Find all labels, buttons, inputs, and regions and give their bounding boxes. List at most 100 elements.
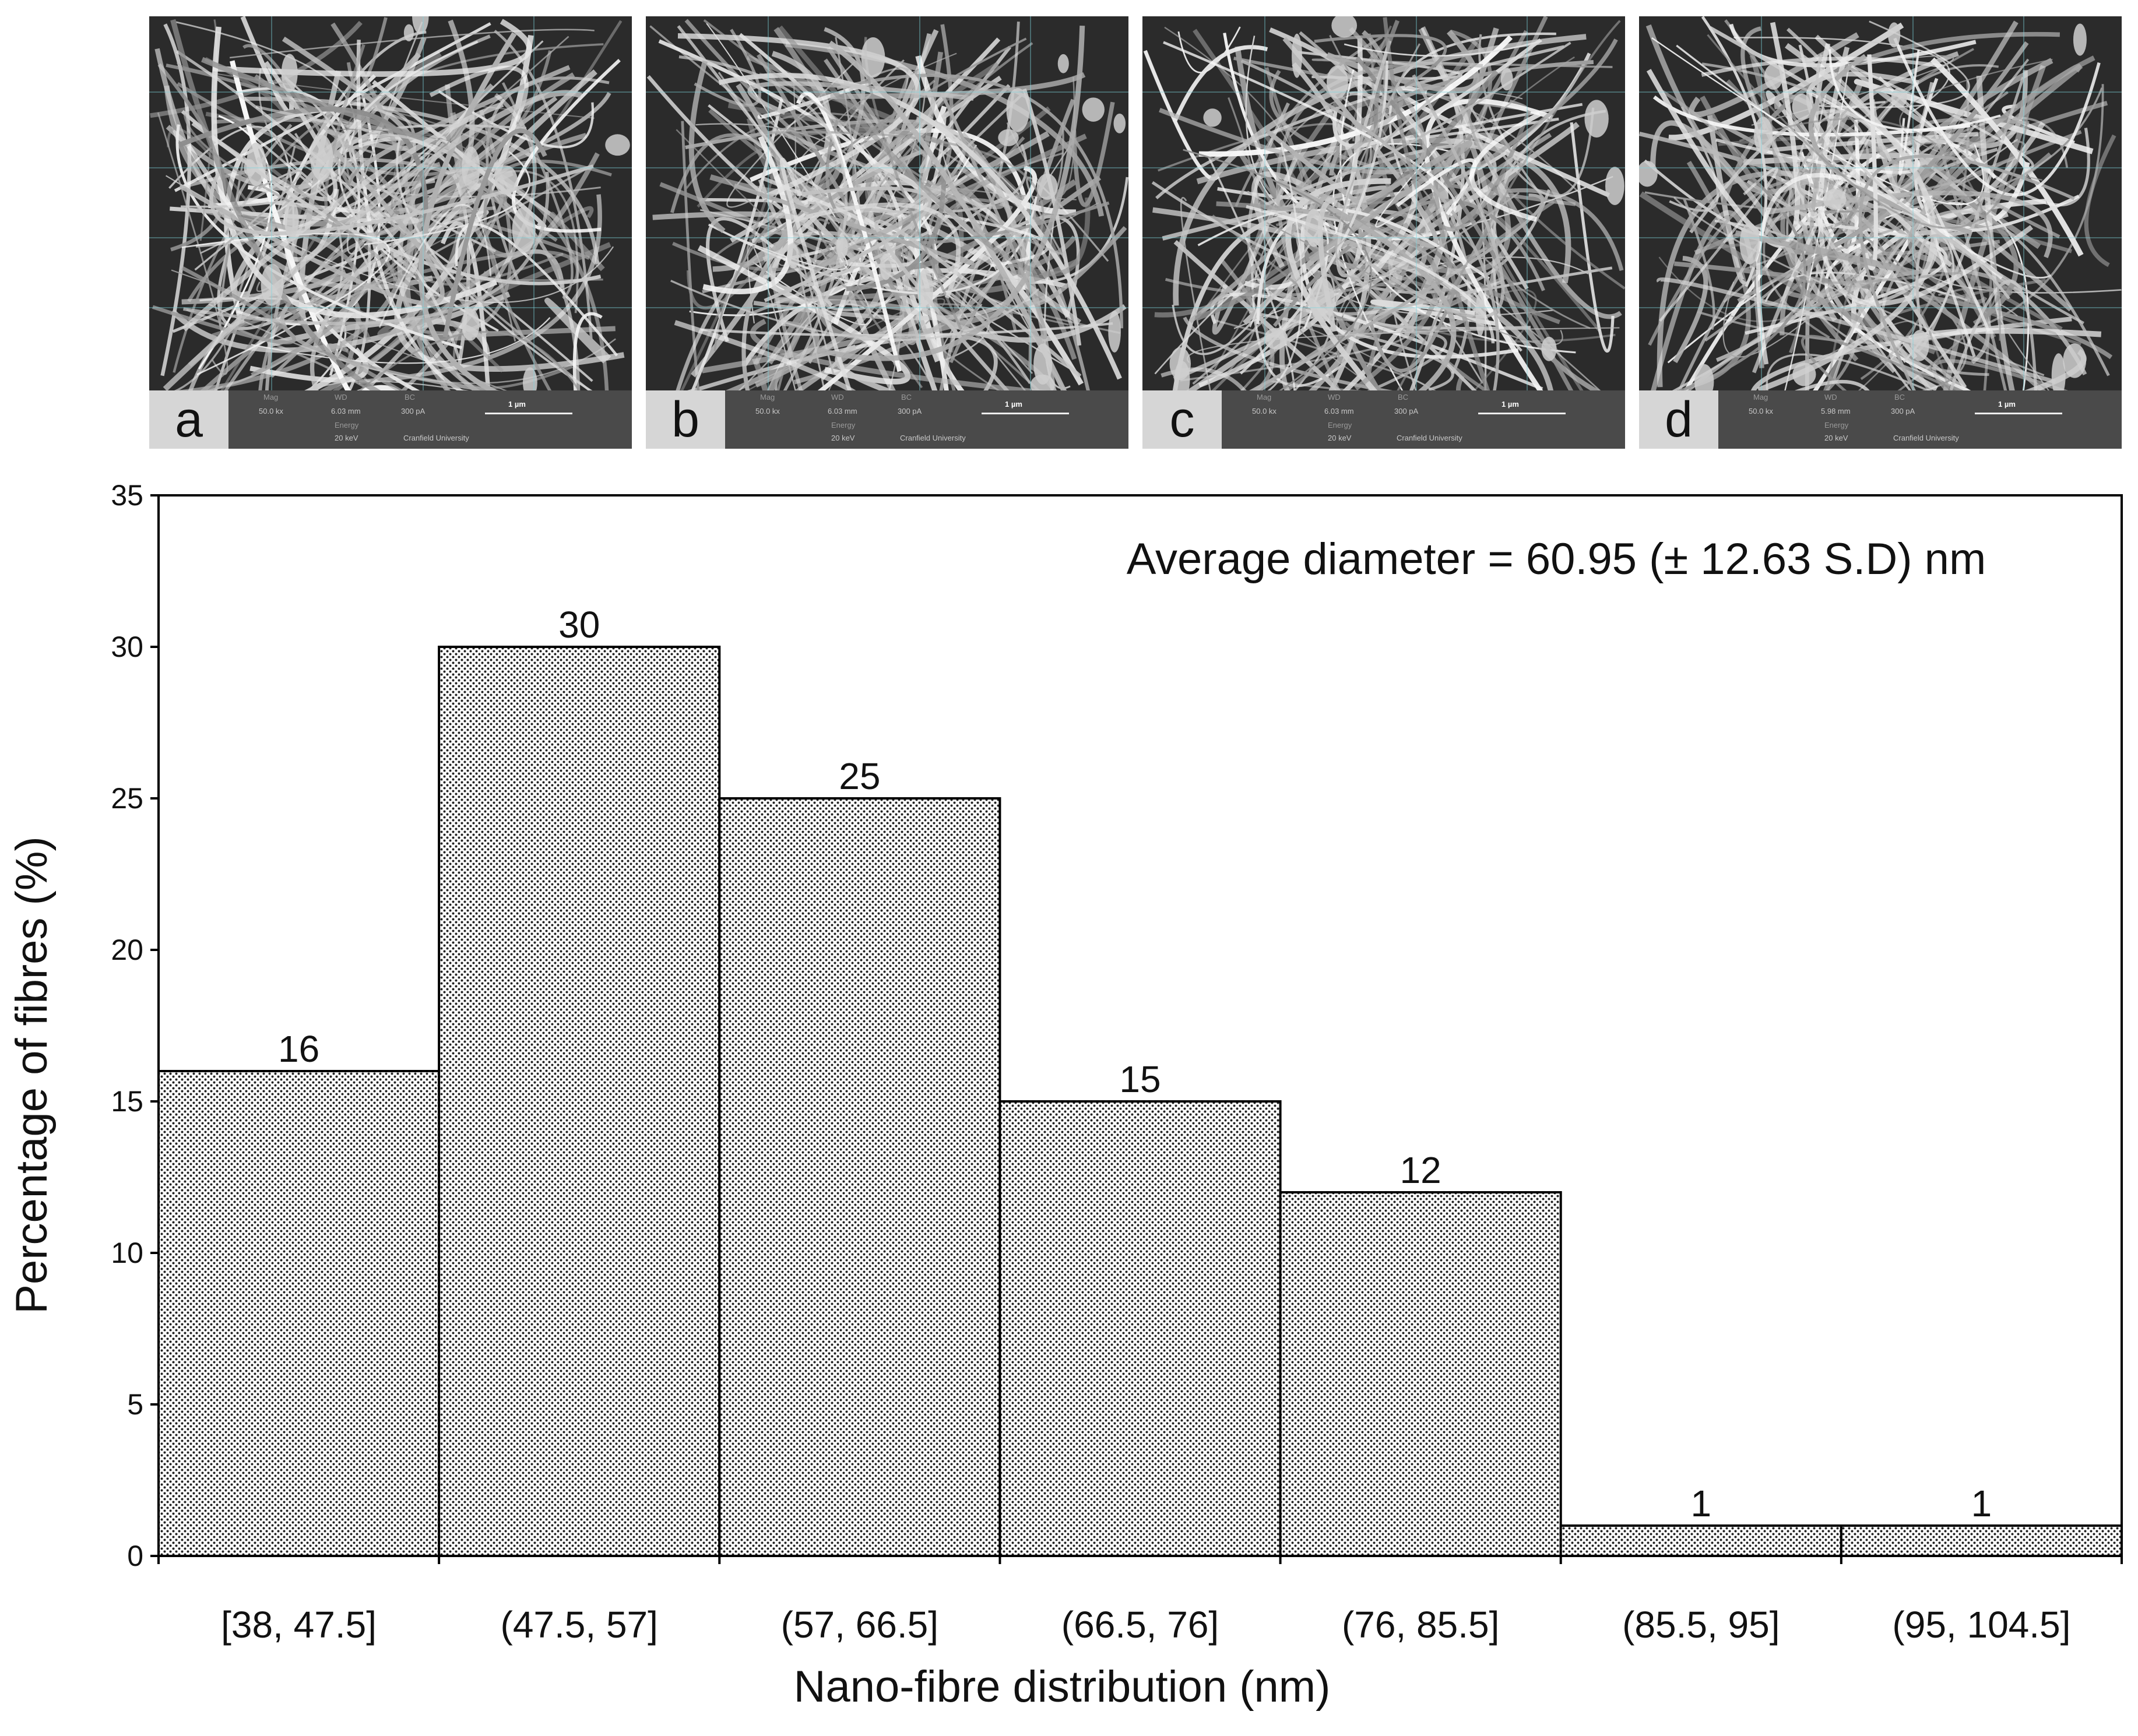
nanofibre (1492, 110, 1606, 317)
nanofibre (764, 186, 932, 302)
data-label: 25 (839, 755, 880, 797)
nanofibre (249, 347, 369, 383)
nanofibre (1469, 112, 1541, 222)
nanofibre (678, 55, 848, 446)
fibre-bead (1910, 330, 1929, 361)
wd-label: WD (1328, 393, 1341, 402)
nanofibre (1195, 70, 1499, 321)
wd-label: WD (831, 393, 844, 402)
sem-panel-d: d Mag WD BC 50.0 kx 5.98 mm 300 pA 1 µm … (1639, 16, 2122, 449)
nanofibre (1930, 57, 2084, 257)
nanofibre (874, 220, 1082, 397)
nanofibre (1383, 17, 1531, 231)
nanofibre (178, 106, 428, 281)
nanofibre (940, 92, 1047, 340)
nanofibre (1180, 196, 1219, 434)
fibre-bead (861, 37, 885, 78)
nanofibre (1212, 214, 1357, 333)
current-value: 300 pA (898, 407, 922, 415)
nanofibre (255, 92, 611, 252)
fibre-bead (281, 54, 298, 93)
scale-label: 1 µm (1005, 400, 1022, 409)
fibre-bead (1541, 336, 1557, 361)
nanofibre (1570, 122, 1615, 353)
fibre-bead (494, 165, 518, 195)
fibre-bead (246, 142, 266, 186)
mag-value: 50.0 kx (1252, 407, 1277, 415)
nanofibre (177, 50, 552, 177)
x-tick-label: (66.5, 76] (1061, 1604, 1219, 1646)
fibre-bead (917, 269, 933, 311)
nanofibre (1374, 41, 1571, 158)
fibre-bead (1033, 343, 1053, 385)
energy-label: Energy (1328, 421, 1352, 429)
scale-label: 1 µm (1998, 400, 2016, 409)
energy-label: Energy (335, 421, 359, 429)
fibre-bead (998, 129, 1019, 146)
fibre-bead (880, 253, 892, 280)
x-tick-label: (76, 85.5] (1342, 1604, 1499, 1646)
energy-label: Energy (1824, 421, 1849, 429)
fibre-bead (1500, 68, 1513, 91)
y-tick-label: 20 (111, 934, 143, 966)
fibre-bead (403, 24, 414, 41)
nanofibre (778, 25, 1091, 277)
nanofibre (182, 101, 504, 332)
nanofibre (442, 128, 547, 338)
fibre-bead (1036, 173, 1058, 200)
mag-value: 50.0 kx (259, 407, 283, 415)
nanofibre (176, 50, 460, 360)
data-label: 30 (558, 604, 600, 646)
scale-bar (485, 413, 572, 414)
nanofibre (1893, 37, 2101, 197)
bc-label: BC (405, 393, 416, 402)
fibre-bead (284, 200, 299, 239)
chart-labels: 16 [38, 47.5] 30 (47.5, 57] 25 (57, 66.5] 15 (6… (221, 604, 2070, 1646)
nanofibre (1173, 34, 1587, 306)
nanofibre (757, 131, 1045, 269)
fibre-bead (1605, 167, 1624, 205)
nanofibre (351, 152, 516, 342)
fibre-bead (412, 16, 429, 34)
fibre-bead (2073, 23, 2087, 56)
nanofibre (1707, 34, 2030, 229)
nanofibre (187, 145, 339, 262)
fibre-bead (1792, 93, 1812, 120)
nanofibre (1763, 48, 1974, 339)
panel-label-a: a (149, 390, 228, 449)
nanofibre (429, 65, 529, 146)
nanofibre (1276, 62, 1483, 419)
y-tick-label: 10 (111, 1237, 143, 1269)
sem-info-bar-d: Mag WD BC 50.0 kx 5.98 mm 300 pA 1 µm En… (1718, 390, 2122, 449)
nanofibre (1266, 222, 1563, 346)
nanofibre (1915, 234, 2010, 330)
mag-label: Mag (1257, 393, 1272, 402)
scale-bar (1975, 413, 2062, 414)
nanofibre (175, 21, 356, 255)
mag-label: Mag (1753, 393, 1768, 402)
nanofibre (1673, 196, 2045, 376)
institution: Cranfield University (403, 434, 469, 442)
bar (1840, 1524, 2123, 1557)
nanofibre (1757, 43, 1937, 393)
sem-info-bar-b: Mag WD BC 50.0 kx 6.03 mm 300 pA 1 µm En… (725, 390, 1128, 449)
current-value: 300 pA (1394, 407, 1419, 415)
nanofibre (386, 170, 579, 314)
fibre-bead (787, 244, 799, 269)
nanofibre (1196, 137, 1571, 284)
nanofibre (396, 138, 604, 400)
wd-value: 6.03 mm (828, 407, 857, 415)
sem-info-bar-a: Mag WD BC 50.0 kx 6.03 mm 300 pA 1 µm En… (228, 390, 632, 449)
panel-label-d: d (1639, 390, 1718, 449)
fibre-bead (1006, 88, 1030, 132)
nanofibre (1172, 199, 1338, 355)
fibre-bead (1792, 362, 1816, 386)
nanofibre (703, 19, 1063, 256)
nanofibre (828, 40, 1084, 429)
y-tick-label: 0 (127, 1540, 143, 1572)
scale-label: 1 µm (508, 400, 526, 409)
fibre-bead (461, 308, 480, 341)
nanofibre (658, 39, 938, 280)
nanofibre (1285, 178, 1391, 406)
nanofibre (163, 90, 583, 392)
